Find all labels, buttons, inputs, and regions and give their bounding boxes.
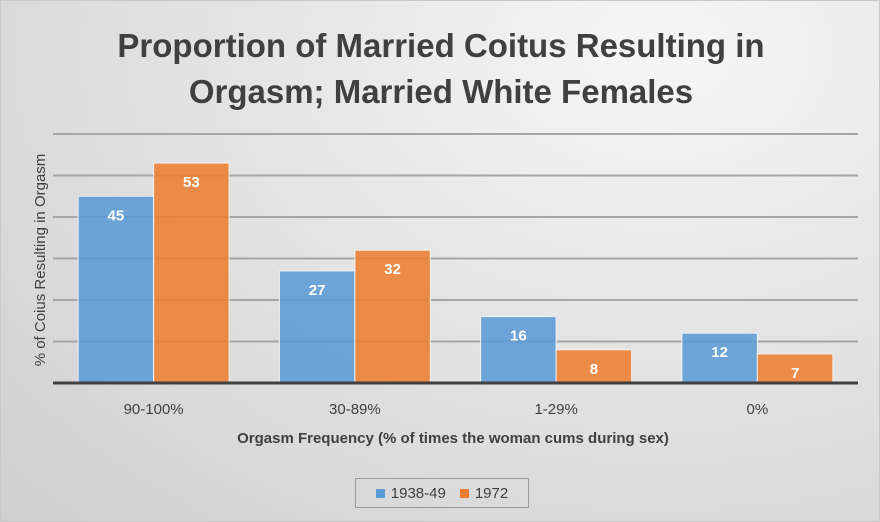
data-label: 7: [791, 365, 799, 382]
data-label: 32: [384, 261, 401, 278]
legend-swatch: [459, 488, 469, 498]
legend-item-1972: 1972: [459, 484, 509, 502]
x-tick-label: 1-29%: [534, 401, 577, 418]
legend-item-1938-49: 1938-49: [375, 484, 446, 502]
bar-1938-49-1-29%: [480, 316, 557, 384]
data-label: 45: [108, 207, 125, 224]
data-label: 16: [510, 328, 527, 345]
bar-1972-1-29%: [555, 349, 633, 384]
chart-title: Proportion of Married Coitus Resulting i…: [1, 23, 880, 115]
x-tick-label: 0%: [747, 401, 769, 418]
x-tick-label: 30-89%: [329, 401, 381, 418]
chart-title-line1: Proportion of Married Coitus Resulting i…: [117, 27, 765, 64]
y-axis-label: % of Coius Resulting in Orgasm: [32, 154, 49, 367]
data-label: 53: [183, 174, 200, 191]
legend-swatch: [375, 488, 385, 498]
data-label: 8: [590, 361, 598, 378]
bar-1938-49-90-100%: [77, 195, 155, 384]
x-tick-label: 90-100%: [124, 401, 184, 418]
chart-title-line2: Orgasm; Married White Females: [188, 73, 694, 110]
legend-label: 1938-49: [390, 484, 446, 502]
legend: 1938-49 1972: [355, 478, 529, 508]
x-axis-label: Orgasm Frequency (% of times the woman c…: [237, 430, 669, 447]
legend-label: 1972: [474, 484, 509, 502]
data-label: 27: [309, 282, 326, 299]
bar-1972-90-100%: [153, 162, 230, 384]
bar-1972-30-89%: [354, 249, 431, 384]
data-label: 12: [711, 344, 728, 361]
bar-1938-49-30-89%: [278, 270, 356, 384]
